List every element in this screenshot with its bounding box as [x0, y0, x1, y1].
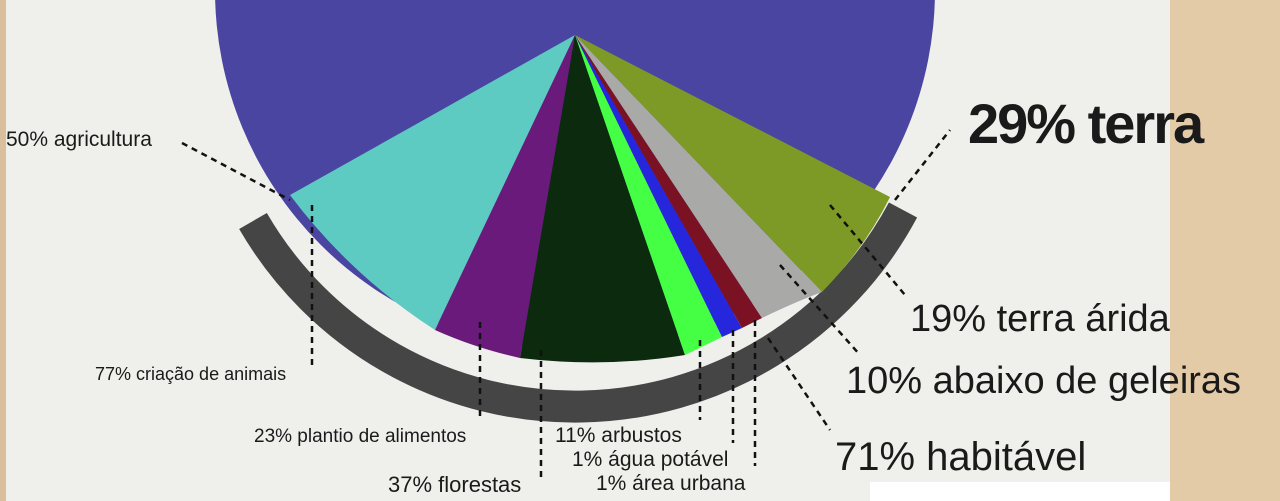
label: 19% terra árida: [910, 298, 1171, 340]
wedge-forests: [520, 35, 685, 363]
leader: [894, 129, 951, 201]
leader: [766, 337, 832, 431]
label: 11% arbustos: [555, 424, 682, 447]
label: 10% abaixo de geleiras: [846, 360, 1241, 402]
label: 1% água potável: [572, 448, 728, 471]
leader: [779, 264, 861, 356]
wedge-livestock: [290, 35, 575, 330]
wedge-water: [575, 35, 742, 337]
wood-edge: [0, 0, 6, 501]
wedge-urban: [575, 35, 762, 328]
leader: [829, 204, 906, 296]
wedge-glaciers: [575, 35, 822, 318]
wedge-barren: [575, 35, 890, 292]
label: 71% habitável: [835, 435, 1086, 479]
label: 77% criação de animais: [95, 364, 286, 384]
wood-panel: [1170, 0, 1280, 501]
title: 29% terra: [968, 92, 1205, 155]
wedge-crops: [435, 35, 575, 358]
wedge-shrubs: [575, 35, 722, 355]
label: 37% florestas: [388, 472, 521, 497]
label: 1% área urbana: [596, 472, 746, 495]
habitable-band: [239, 202, 918, 423]
label: 50% agricultura: [6, 128, 152, 151]
bottom-strip: [870, 482, 1170, 501]
leader: [181, 141, 291, 202]
label: 23% plantio de alimentos: [254, 426, 466, 447]
